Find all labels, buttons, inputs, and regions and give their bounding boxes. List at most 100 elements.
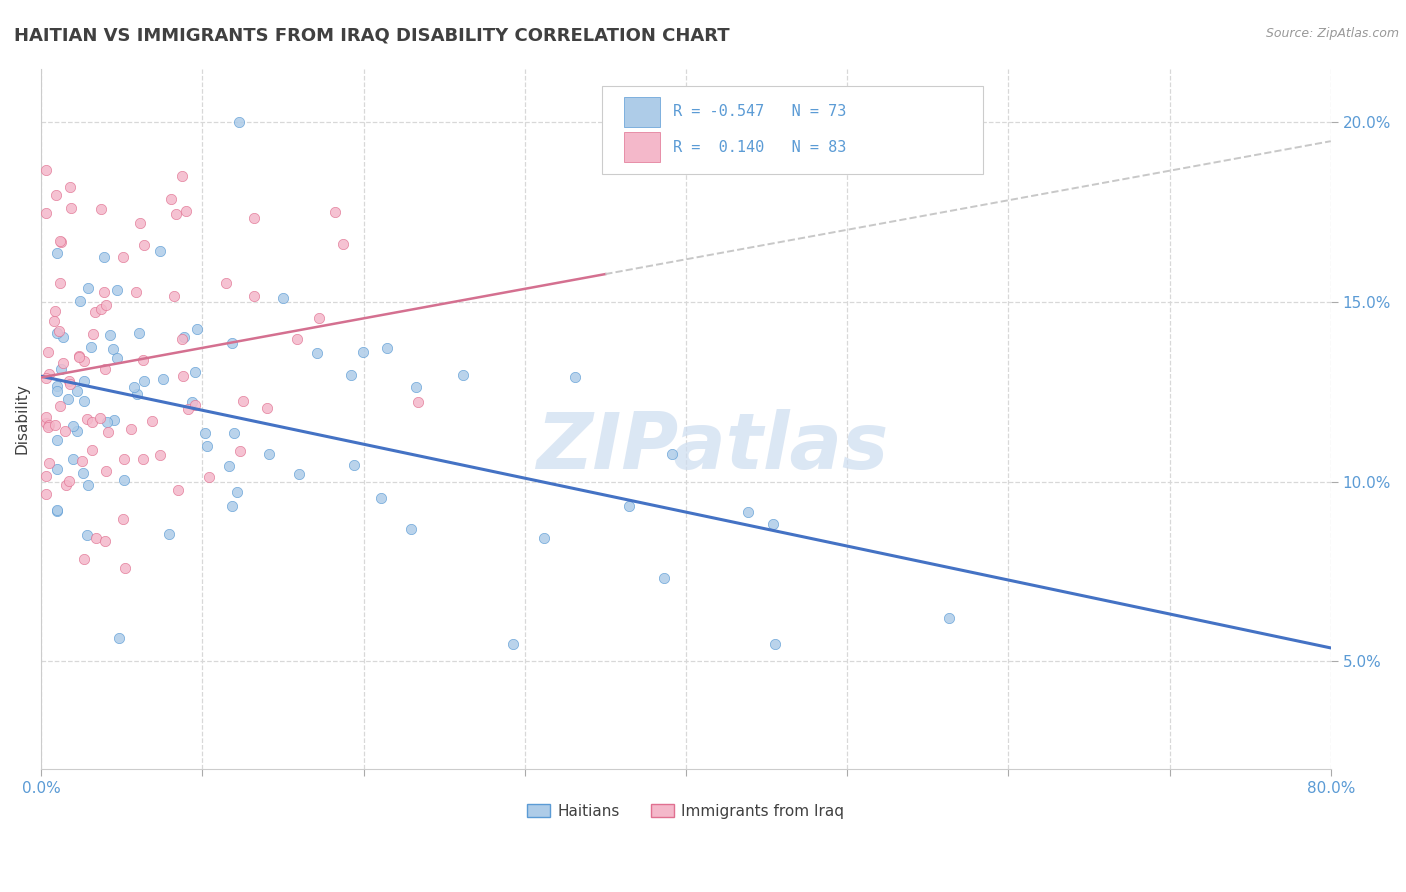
Point [66,425,89,439]
Point [160,192,183,206]
Bar [624,132,661,161]
Point [46,434,69,448]
Point [132,451,155,466]
Point [62,451,84,466]
Point [46,379,69,393]
Point [72,466,94,480]
Text: HAITIAN VS IMMIGRANTS FROM IRAQ DISABILITY CORRELATION CHART: HAITIAN VS IMMIGRANTS FROM IRAQ DISABILI… [14,27,730,45]
Point [44,417,66,432]
Point [38,417,60,432]
Point [103,343,125,357]
Point [60,201,83,215]
Point [157,526,180,541]
Point [96,415,118,429]
Point [370,491,392,505]
Point [229,444,252,458]
Point [271,291,294,305]
Point [94,297,117,311]
Point [84,531,107,545]
Point [105,283,128,297]
Point [173,330,195,344]
Point [80,340,103,354]
Point [46,326,69,341]
Point [661,447,683,461]
Point [323,204,346,219]
Point [125,285,148,300]
Point [38,367,60,381]
Point [82,326,104,341]
Point [128,216,150,230]
Point [152,372,174,386]
Point [114,560,136,574]
Point [737,505,759,519]
Point [131,353,153,368]
Point [399,522,422,536]
Point [94,362,117,376]
Point [226,485,249,500]
Point [141,414,163,428]
Point [98,328,121,343]
Point [122,380,145,394]
Point [76,281,98,295]
Point [128,326,150,341]
Point [46,502,69,516]
Point [84,304,107,318]
Point [221,499,243,513]
Point [105,351,128,366]
Point [165,207,187,221]
Point [405,380,427,394]
Point [288,467,311,481]
Point [53,425,76,439]
Point [35,468,58,483]
Point [132,238,155,252]
Point [72,552,94,566]
Point [257,447,280,461]
Point [76,412,98,426]
Point [307,346,329,360]
Point [184,398,207,412]
Point [80,442,103,457]
Point [76,478,98,492]
Point [35,206,58,220]
Point [52,330,75,344]
Point [181,395,204,409]
Point [37,419,59,434]
Point [194,425,217,440]
Point [214,276,236,290]
Point [148,448,170,462]
Point [35,371,58,385]
Point [176,402,198,417]
Point [170,332,193,346]
Point [67,350,90,364]
Point [938,611,960,625]
Point [617,500,640,514]
Point [62,418,84,433]
Point [58,392,80,406]
Point [42,313,65,327]
Point [195,439,218,453]
Point [82,415,104,429]
Point [134,374,156,388]
Point [112,473,135,487]
Point [48,277,70,291]
Point [38,456,60,470]
Point [285,332,308,346]
Point [93,250,115,264]
Point [564,370,586,384]
Point [58,179,80,194]
Point [45,188,67,202]
Point [406,395,429,409]
FancyBboxPatch shape [602,86,983,174]
Point [652,571,675,585]
Point [58,474,80,488]
Point [176,204,198,219]
Point [93,285,115,299]
Point [66,384,89,399]
Point [502,636,524,650]
Point [186,322,208,336]
Point [52,356,75,370]
Point [149,244,172,259]
Point [111,250,134,264]
Point [59,376,82,391]
Point [218,458,240,473]
